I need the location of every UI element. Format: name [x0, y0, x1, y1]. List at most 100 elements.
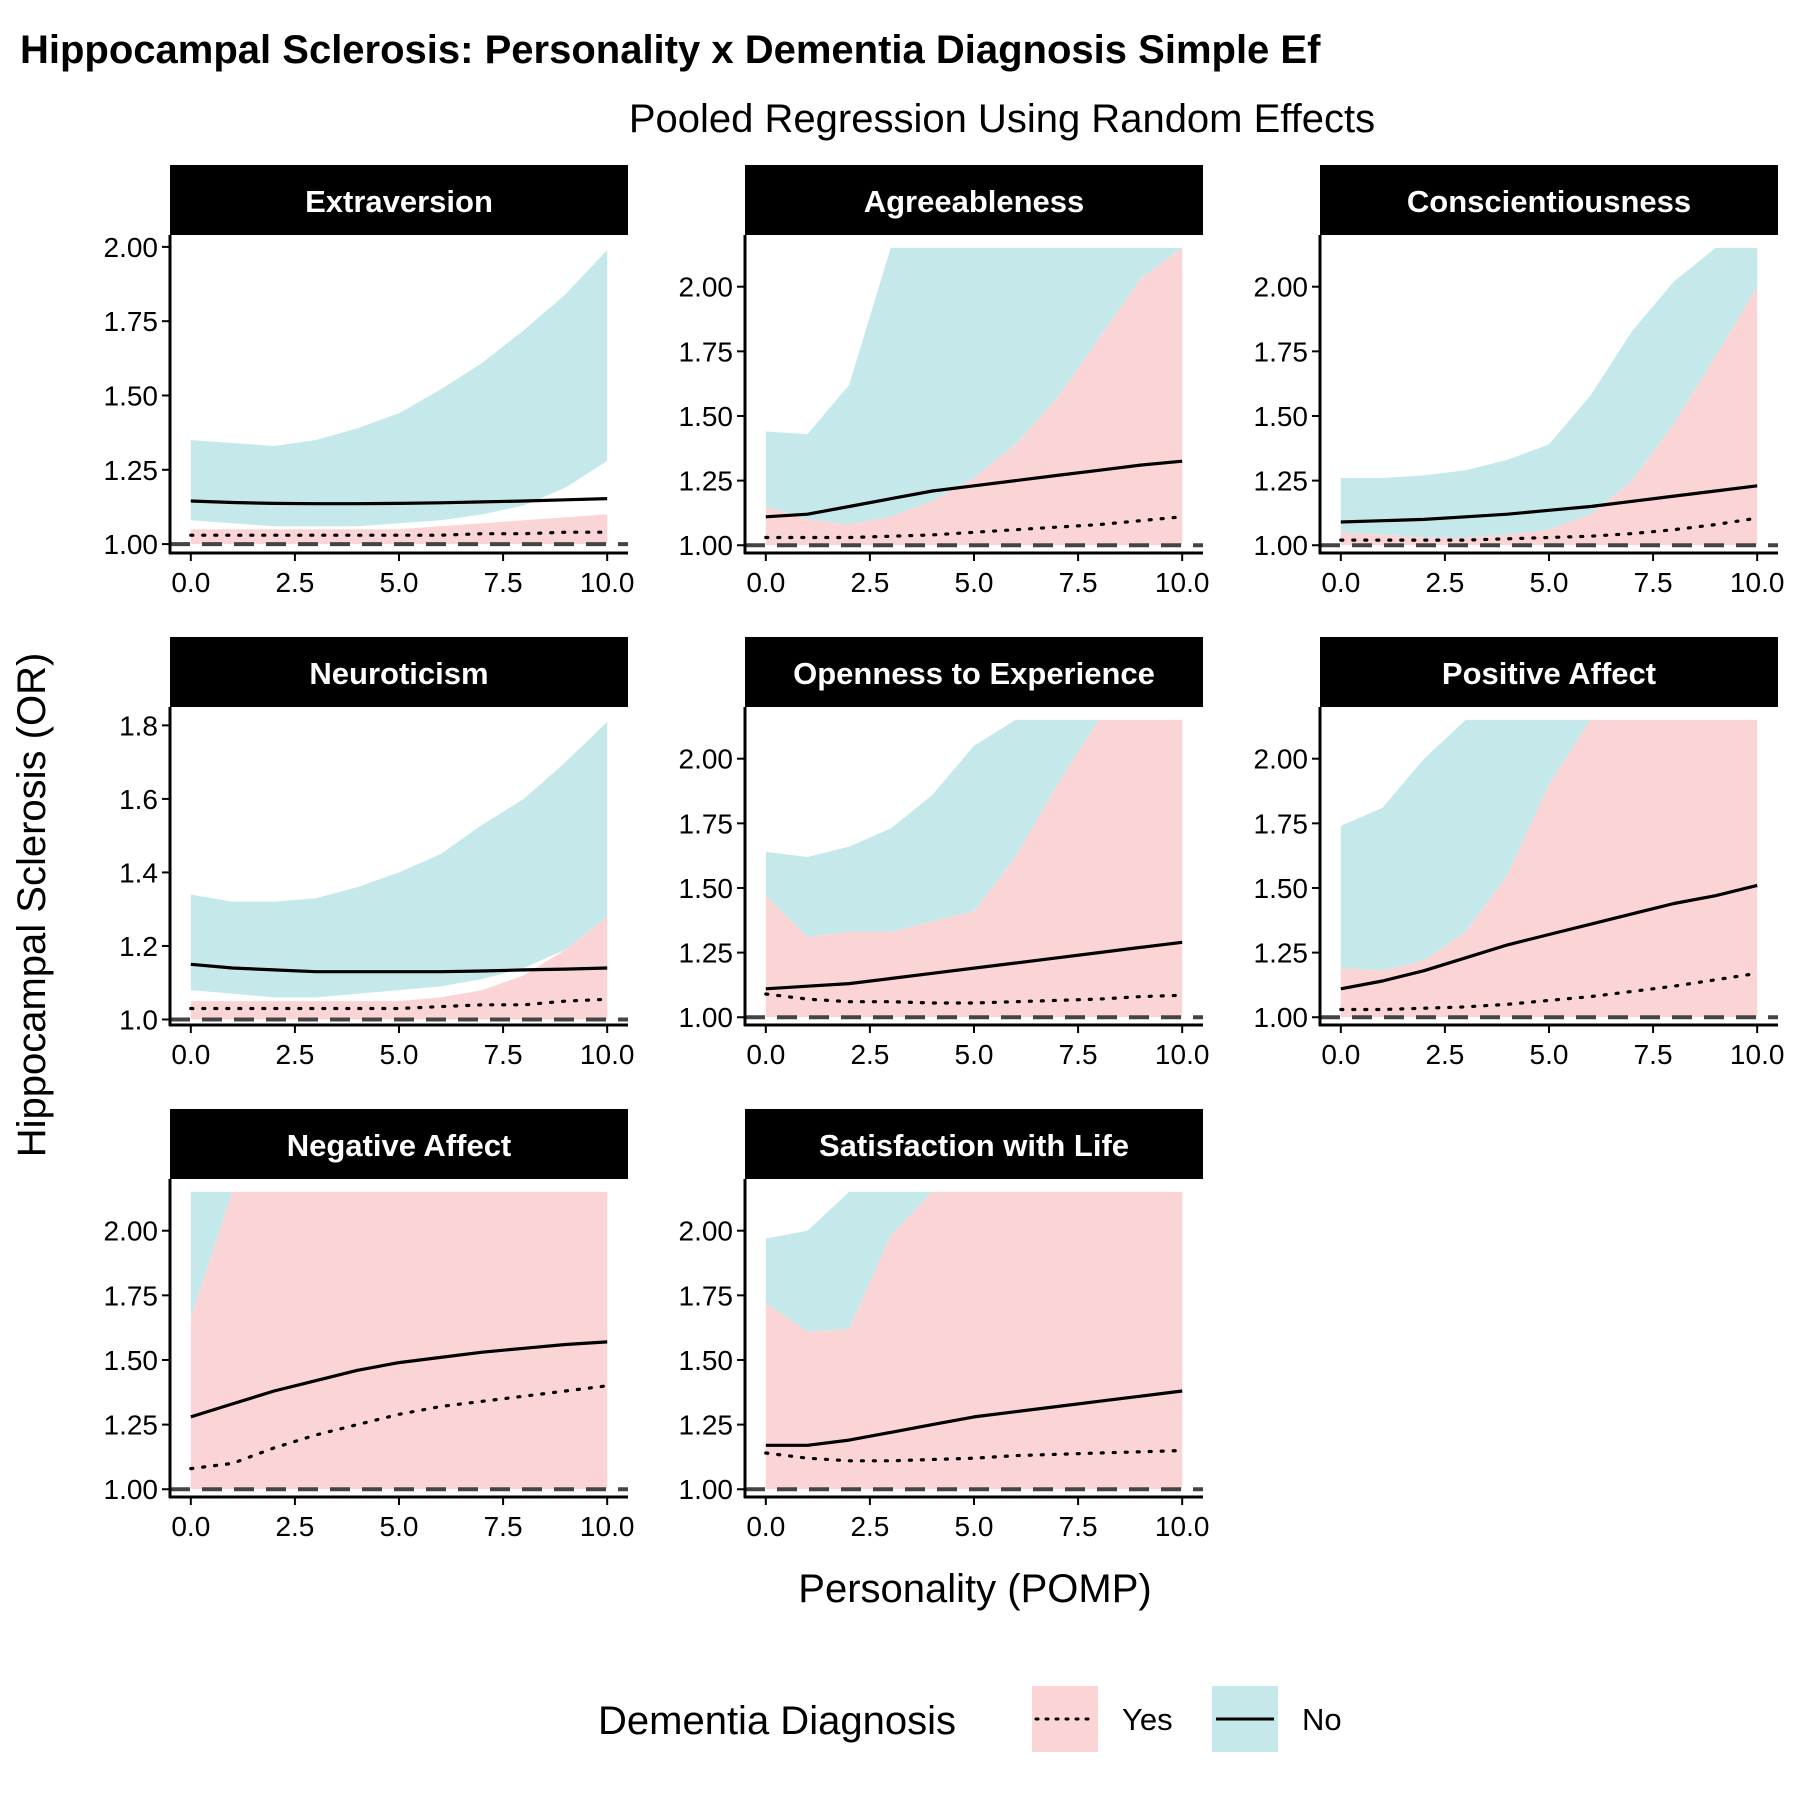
y-tick-label: 1.8 — [119, 710, 158, 741]
ribbon-no — [190, 249, 608, 527]
plot-area — [1320, 247, 1778, 548]
x-tick-label: 2.5 — [275, 1039, 314, 1070]
facet-strip-label: Satisfaction with Life — [819, 1128, 1129, 1163]
plot-title: Hippocampal Sclerosis: Personality x Dem… — [20, 28, 1321, 72]
y-tick-label: 1.50 — [104, 380, 159, 411]
facet-strip-label: Negative Affect — [287, 1128, 512, 1163]
x-tick-label: 10.0 — [580, 567, 635, 598]
x-tick-label: 5.0 — [955, 567, 994, 598]
facet-positive-affect: Positive Affect 1.00 1.25 1.50 1.75 2.00 0.0 2.… — [1254, 637, 1784, 1070]
ribbon-no — [1340, 719, 1758, 971]
plot-area — [745, 247, 1203, 548]
ribbon-no — [765, 247, 1183, 525]
x-tick-label: 7.5 — [1634, 1039, 1673, 1070]
x-tick-label: 10.0 — [1155, 567, 1210, 598]
y-tick-label: 1.25 — [1254, 938, 1309, 969]
x-tick-label: 5.0 — [955, 1039, 994, 1070]
y-tick-label: 1.0 — [119, 1004, 158, 1035]
facet-conscientiousness: Conscientiousness 1.00 1.25 1.50 1.75 2.00 0.0… — [1254, 165, 1784, 598]
y-tick-label: 1.00 — [1254, 1002, 1309, 1033]
plot-area — [1320, 719, 1778, 1020]
legend-title: Dementia Diagnosis — [598, 1699, 956, 1743]
line-no — [765, 1389, 1183, 1447]
y-tick-label: 1.2 — [119, 931, 158, 962]
y-tick-label: 1.75 — [1254, 808, 1309, 839]
x-tick-label: 0.0 — [171, 567, 210, 598]
y-tick-label: 1.75 — [104, 1280, 159, 1311]
ribbon-yes — [765, 1191, 1183, 1490]
line-yes — [189, 530, 609, 537]
y-tick-label: 1.4 — [119, 857, 158, 888]
facet-strip-label: Positive Affect — [1442, 656, 1656, 691]
y-tick-label: 2.00 — [679, 1216, 734, 1247]
line-yes — [1339, 971, 1759, 1012]
y-tick-label: 1.00 — [679, 1002, 734, 1033]
line-no — [1340, 883, 1758, 991]
y-tick-label: 2.00 — [1254, 272, 1309, 303]
line-no — [1340, 484, 1758, 524]
ribbon-no — [1340, 247, 1758, 538]
x-tick-label: 0.0 — [171, 1511, 210, 1542]
facet-strip — [745, 1109, 1203, 1179]
x-tick-label: 7.5 — [484, 1039, 523, 1070]
facet-strip — [1320, 637, 1778, 707]
x-tick-label: 2.5 — [850, 567, 889, 598]
x-tick-label: 5.0 — [380, 1039, 419, 1070]
x-tick-label: 10.0 — [580, 1039, 635, 1070]
y-tick-label: 2.00 — [1254, 744, 1309, 775]
line-yes — [764, 1448, 1184, 1463]
x-tick-label: 7.5 — [484, 567, 523, 598]
line-yes — [764, 992, 1184, 1005]
ribbon-yes — [190, 514, 608, 545]
facet-strip-label: Conscientiousness — [1407, 184, 1691, 219]
facet-strip-label: Openness to Experience — [793, 656, 1155, 691]
ribbon-yes — [190, 916, 608, 1020]
line-no — [765, 940, 1183, 991]
y-tick-label: 1.25 — [679, 466, 734, 497]
x-tick-label: 7.5 — [1059, 1511, 1098, 1542]
facet-strip — [170, 637, 628, 707]
facet-strip — [170, 1109, 628, 1179]
plot-area — [170, 1191, 628, 1492]
x-tick-label: 2.5 — [275, 1511, 314, 1542]
x-tick-label: 5.0 — [380, 567, 419, 598]
facet-strip-label: Agreeableness — [864, 184, 1085, 219]
x-tick-label: 0.0 — [746, 567, 785, 598]
y-tick-label: 1.75 — [679, 336, 734, 367]
facet-extraversion: Extraversion 1.00 1.25 1.50 1.75 2.00 0.0 2.5 5.… — [104, 165, 635, 598]
x-tick-label: 2.5 — [850, 1039, 889, 1070]
x-tick-label: 7.5 — [484, 1511, 523, 1542]
line-yes — [1339, 516, 1759, 542]
line-no — [190, 497, 608, 506]
y-tick-label: 1.25 — [679, 1410, 734, 1441]
facet-neuroticism: Neuroticism 1.0 1.2 1.4 1.6 1.8 0.0 2.5 5.0 7.5 10… — [119, 637, 634, 1070]
x-tick-label: 0.0 — [1321, 1039, 1360, 1070]
y-tick-label: 1.50 — [679, 1345, 734, 1376]
x-tick-label: 10.0 — [1155, 1039, 1210, 1070]
y-tick-label: 1.75 — [1254, 336, 1309, 367]
y-tick-label: 1.25 — [1254, 466, 1309, 497]
x-tick-label: 10.0 — [1155, 1511, 1210, 1542]
plot-area — [170, 721, 628, 1022]
x-tick-label: 5.0 — [955, 1511, 994, 1542]
x-tick-label: 2.5 — [1425, 567, 1464, 598]
y-tick-label: 1.50 — [104, 1345, 159, 1376]
x-tick-label: 5.0 — [1530, 567, 1569, 598]
facet-strip-label: Neuroticism — [309, 656, 488, 691]
ribbon-no — [765, 1191, 1183, 1332]
y-tick-label: 1.25 — [679, 938, 734, 969]
facet-negative-affect: Negative Affect 1.00 1.25 1.50 1.75 2.00 0.0 2.… — [104, 1109, 634, 1542]
x-tick-label: 5.0 — [380, 1511, 419, 1542]
x-tick-label: 7.5 — [1059, 567, 1098, 598]
x-tick-label: 2.5 — [850, 1511, 889, 1542]
y-tick-label: 1.00 — [679, 530, 734, 561]
y-tick-label: 1.00 — [1254, 530, 1309, 561]
line-no — [190, 962, 608, 974]
y-tick-label: 1.00 — [104, 1474, 159, 1505]
legend: Dementia Diagnosis Yes No — [598, 1686, 1342, 1752]
ribbon-no — [190, 721, 608, 998]
ribbon-yes — [190, 1191, 608, 1490]
facet-strip — [170, 165, 628, 235]
plot-subtitle: Pooled Regression Using Random Effects — [629, 97, 1375, 141]
